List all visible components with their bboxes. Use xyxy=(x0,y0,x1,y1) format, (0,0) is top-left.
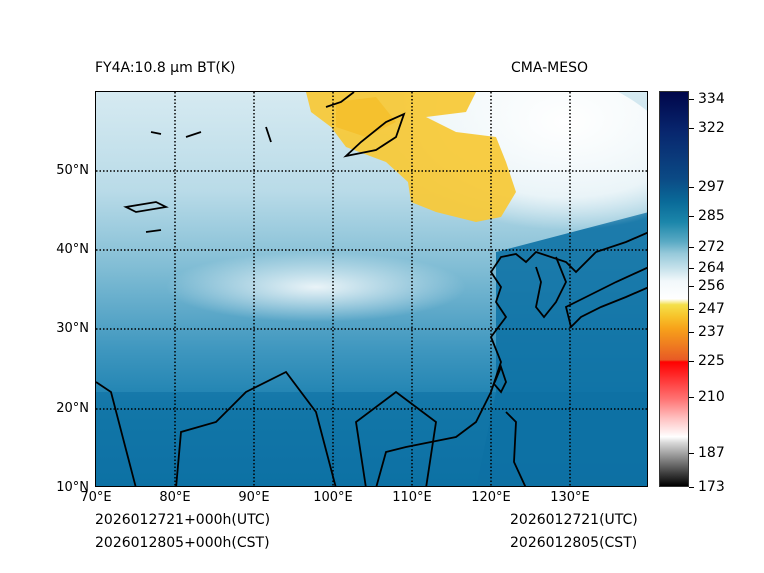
colorbar-tick xyxy=(689,487,694,488)
colorbar-tick xyxy=(689,99,694,100)
colorbar-label-225: 225 xyxy=(698,353,725,369)
colorbar-tick xyxy=(689,268,694,269)
lat-label-40n: 40°N xyxy=(56,242,89,257)
colorbar-label-322: 322 xyxy=(698,120,725,136)
colorbar-label-237: 237 xyxy=(698,324,725,340)
footer-init-utc: 2026012721+000h(UTC) xyxy=(95,512,271,528)
colorbar-tick xyxy=(689,361,694,362)
colorbar xyxy=(659,91,689,487)
colorbar-label-285: 285 xyxy=(698,208,725,224)
lon-label-110e: 110°E xyxy=(392,490,432,505)
colorbar-label-272: 272 xyxy=(698,239,725,255)
colorbar-tick xyxy=(689,247,694,248)
colorbar-label-334: 334 xyxy=(698,91,725,107)
tibet-plateau xyxy=(166,252,466,322)
lon-label-80e: 80°E xyxy=(159,490,191,505)
colorbar-label-264: 264 xyxy=(698,260,725,276)
map-canvas xyxy=(96,92,647,486)
coastlines xyxy=(96,92,647,486)
lat-label-50n: 50°N xyxy=(56,163,89,178)
colorbar-tick xyxy=(689,397,694,398)
footer-valid-utc: 2026012721(UTC) xyxy=(510,512,638,528)
colorbar-tick xyxy=(689,453,694,454)
ocean-south xyxy=(96,392,647,486)
colorbar-tick xyxy=(689,309,694,310)
colorbar-tick xyxy=(689,128,694,129)
lat-label-30n: 30°N xyxy=(56,321,89,336)
lat-label-20n: 20°N xyxy=(56,401,89,416)
footer-valid-cst: 2026012805(CST) xyxy=(510,535,638,551)
lon-label-120e: 120°E xyxy=(471,490,511,505)
colorbar-tick xyxy=(689,286,694,287)
colorbar-tick xyxy=(689,187,694,188)
colorbar-label-210: 210 xyxy=(698,389,725,405)
colorbar-label-297: 297 xyxy=(698,179,725,195)
colorbar-tick xyxy=(689,332,694,333)
gridlines xyxy=(96,92,647,486)
lon-label-130e: 130°E xyxy=(550,490,590,505)
lon-label-100e: 100°E xyxy=(313,490,353,505)
colorbar-label-256: 256 xyxy=(698,278,725,294)
colorbar-label-247: 247 xyxy=(698,301,725,317)
title-right: CMA-MESO xyxy=(511,60,589,76)
lat-label-10n: 10°N xyxy=(56,480,89,495)
colorbar-label-187: 187 xyxy=(698,445,725,461)
satellite-map xyxy=(95,91,648,487)
lon-label-70e: 70°E xyxy=(80,490,112,505)
colorbar-label-173: 173 xyxy=(698,479,725,495)
lon-label-90e: 90°E xyxy=(238,490,270,505)
title-left: FY4A:10.8 µm BT(K) xyxy=(95,60,236,76)
footer-init-cst: 2026012805+000h(CST) xyxy=(95,535,270,551)
colorbar-tick xyxy=(689,216,694,217)
